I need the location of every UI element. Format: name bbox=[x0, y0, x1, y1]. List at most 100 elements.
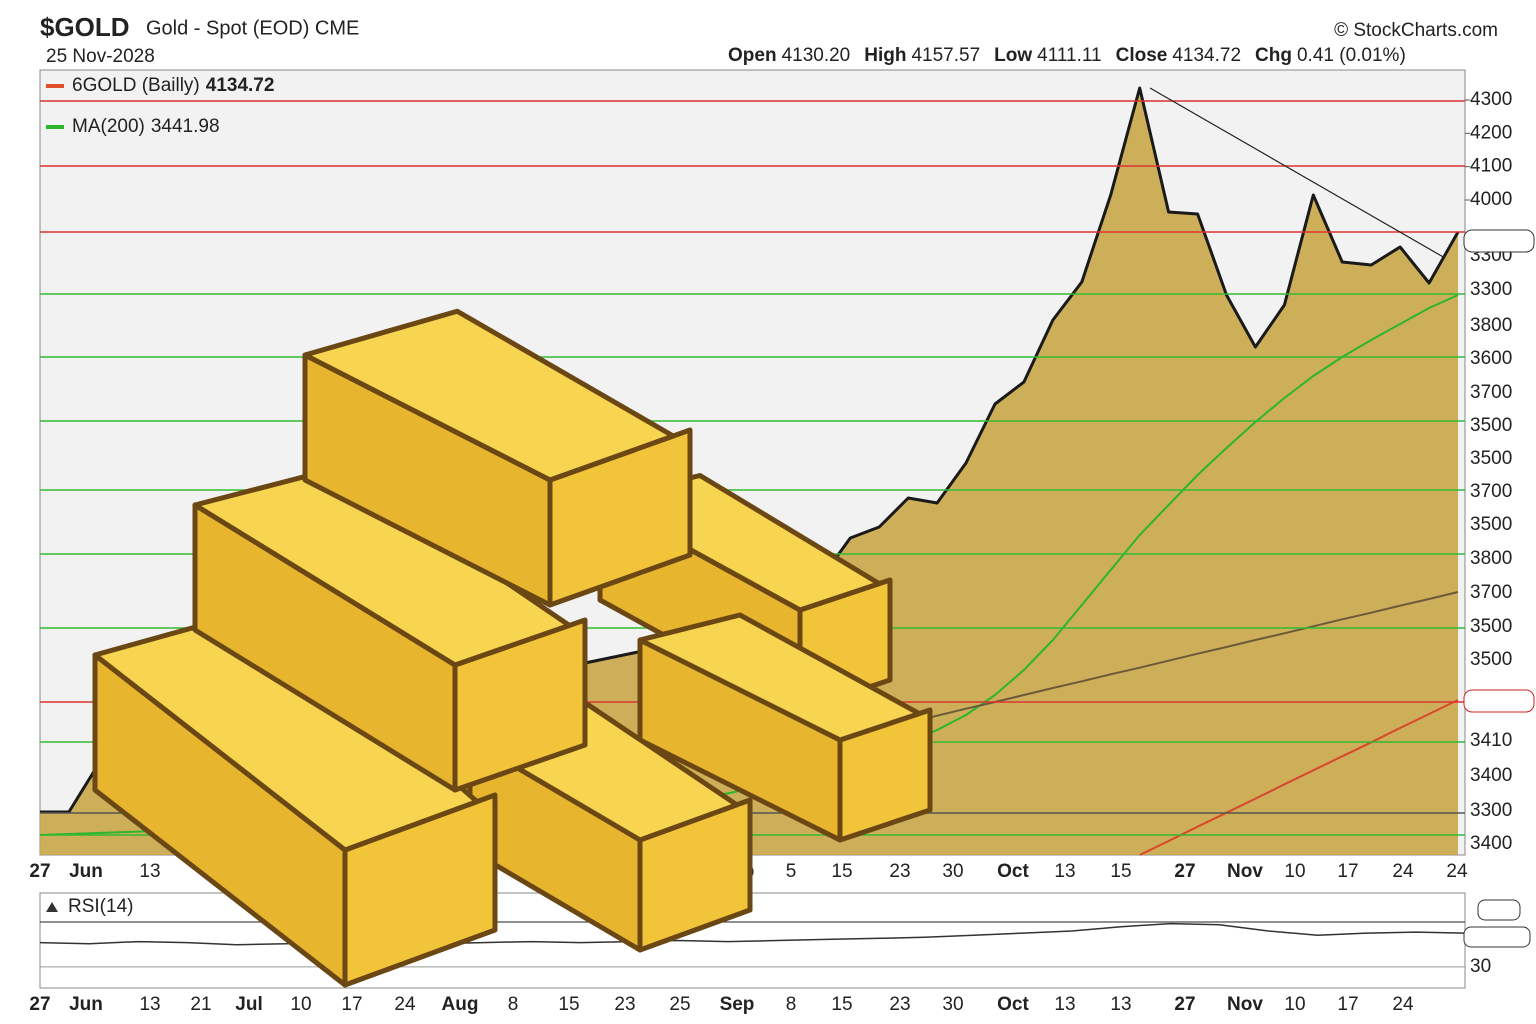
x-tick-label: Oct bbox=[997, 861, 1029, 882]
quote-value: 0.41 (0.01%) bbox=[1297, 45, 1406, 66]
level-label: 3800 bbox=[1470, 548, 1512, 569]
rsi-x-tick-label: 15 bbox=[558, 994, 579, 1015]
quote-label: Chg bbox=[1255, 45, 1292, 66]
rsi-x-tick-label: Jul bbox=[235, 994, 262, 1015]
rsi-x-tick-label: Oct bbox=[997, 994, 1029, 1015]
gold-bar-end bbox=[637, 797, 753, 953]
price-area bbox=[40, 88, 1458, 855]
legend-marker bbox=[46, 125, 64, 129]
gold-bar-top bbox=[302, 308, 676, 483]
gold-bar-end bbox=[837, 707, 933, 843]
rsi-x-tick-label: Sep bbox=[720, 994, 755, 1015]
x-tick-label: 5 bbox=[786, 861, 797, 882]
x-tick-label: 13 bbox=[1054, 861, 1075, 882]
rsi-x-tick-label: 8 bbox=[508, 994, 519, 1015]
level-label: 3500 bbox=[1470, 649, 1512, 670]
quote-label: Open bbox=[728, 45, 777, 66]
x-tick-label: 30 bbox=[942, 861, 963, 882]
x-tick-label: 27 bbox=[1174, 861, 1195, 882]
date: 25 Nov-2028 bbox=[46, 46, 155, 67]
x-tick-label: 15 bbox=[831, 861, 852, 882]
rsi-x-tick-label: 23 bbox=[614, 994, 635, 1015]
quote-label: Close bbox=[1116, 45, 1168, 66]
x-tick-label: 23 bbox=[889, 861, 910, 882]
rsi-x-tick-label: 13 bbox=[1054, 994, 1075, 1015]
rsi-x-tick-label: 10 bbox=[1284, 994, 1305, 1015]
price-badge bbox=[1463, 229, 1535, 253]
x-tick-label: 13 bbox=[139, 861, 160, 882]
x-tick-label: Jun bbox=[69, 861, 103, 882]
rsi-icon bbox=[46, 902, 58, 912]
x-tick-label: 24 bbox=[1392, 861, 1414, 882]
rsi-badge bbox=[1463, 926, 1531, 948]
rsi-x-tick-label: 15 bbox=[831, 994, 852, 1015]
rsi-x-tick-label: 27 bbox=[1174, 994, 1195, 1015]
level-label: 3700 bbox=[1470, 582, 1512, 603]
level-label: 3500 bbox=[1470, 514, 1512, 535]
rsi-x-tick-label: 17 bbox=[341, 994, 362, 1015]
level-label: 3300 bbox=[1470, 800, 1512, 821]
x-tick-label: 17 bbox=[1337, 861, 1358, 882]
y-tick-label: 4100 bbox=[1470, 156, 1512, 177]
rsi-title: RSI(14) bbox=[68, 896, 133, 917]
level-label: 3700 bbox=[1470, 382, 1512, 403]
gold-bar-end bbox=[547, 427, 693, 608]
quote-value: 4111.11 bbox=[1037, 45, 1101, 66]
x-tick-label: Nov bbox=[1227, 861, 1263, 882]
level-label: 3500 bbox=[1470, 616, 1512, 637]
rsi-x-tick-label: 25 bbox=[669, 994, 690, 1015]
price-badge bbox=[1463, 689, 1535, 713]
rsi-tick-label: 30 bbox=[1470, 956, 1491, 977]
level-label: 3800 bbox=[1470, 315, 1512, 336]
legend-label: MA(200) bbox=[72, 116, 145, 137]
x-tick-label: 15 bbox=[1110, 861, 1131, 882]
rsi-x-tick-label: Aug bbox=[442, 994, 479, 1015]
indicator-line bbox=[1139, 699, 1459, 856]
rsi-x-tick-label: Nov bbox=[1227, 994, 1263, 1015]
y-tick-label: 4000 bbox=[1470, 189, 1512, 210]
x-tick-label: 24 bbox=[1446, 861, 1468, 882]
rsi-x-tick-label: 30 bbox=[942, 994, 963, 1015]
legend-marker bbox=[46, 84, 64, 88]
rsi-badge bbox=[1477, 899, 1521, 921]
rsi-x-tick-label: 10 bbox=[290, 994, 311, 1015]
chart-title: Gold - Spot (EOD) CME bbox=[146, 17, 359, 39]
gold-bar-end bbox=[342, 792, 498, 988]
rsi-x-tick-label: 17 bbox=[1337, 994, 1358, 1015]
x-tick-label: 27 bbox=[29, 861, 50, 882]
quote-label: High bbox=[864, 45, 906, 66]
legend-value: 3441.98 bbox=[151, 116, 220, 137]
level-label: 3300 bbox=[1470, 279, 1512, 300]
quote-value: 4134.72 bbox=[1172, 45, 1241, 66]
y-tick-label: 4200 bbox=[1470, 122, 1512, 143]
rsi-x-tick-label: 13 bbox=[139, 994, 160, 1015]
level-label: 3700 bbox=[1470, 481, 1512, 502]
level-label: 3410 bbox=[1470, 730, 1512, 751]
gold-bar-top bbox=[192, 465, 572, 668]
x-tick-label: 10 bbox=[1284, 861, 1305, 882]
level-label: 3500 bbox=[1470, 415, 1512, 436]
legend-value: 4134.72 bbox=[206, 75, 275, 96]
rsi-x-tick-label: 13 bbox=[1110, 994, 1131, 1015]
rsi-x-tick-label: Jun bbox=[69, 994, 103, 1015]
gold-bar-top bbox=[637, 612, 922, 743]
rsi-x-tick-label: 23 bbox=[889, 994, 910, 1015]
rsi-line bbox=[39, 922, 1466, 946]
symbol: $GOLD bbox=[40, 12, 130, 42]
rsi-x-tick-label: 24 bbox=[1392, 994, 1414, 1015]
gold-bar-end bbox=[452, 617, 588, 793]
level-label: 3500 bbox=[1470, 448, 1512, 469]
y-tick-label: 4300 bbox=[1470, 89, 1512, 110]
rsi-x-tick-label: 24 bbox=[394, 994, 416, 1015]
quote-value: 4157.57 bbox=[911, 45, 980, 66]
rsi-x-tick-label: 21 bbox=[190, 994, 211, 1015]
level-label: 3400 bbox=[1470, 833, 1512, 854]
quote-value: 4130.20 bbox=[782, 45, 851, 66]
source: © StockCharts.com bbox=[1334, 20, 1498, 41]
legend-label: 6GOLD (Bailly) bbox=[72, 75, 200, 96]
level-label: 3400 bbox=[1470, 765, 1512, 786]
quote-label: Low bbox=[994, 45, 1032, 66]
rsi-x-tick-label: 8 bbox=[786, 994, 797, 1015]
